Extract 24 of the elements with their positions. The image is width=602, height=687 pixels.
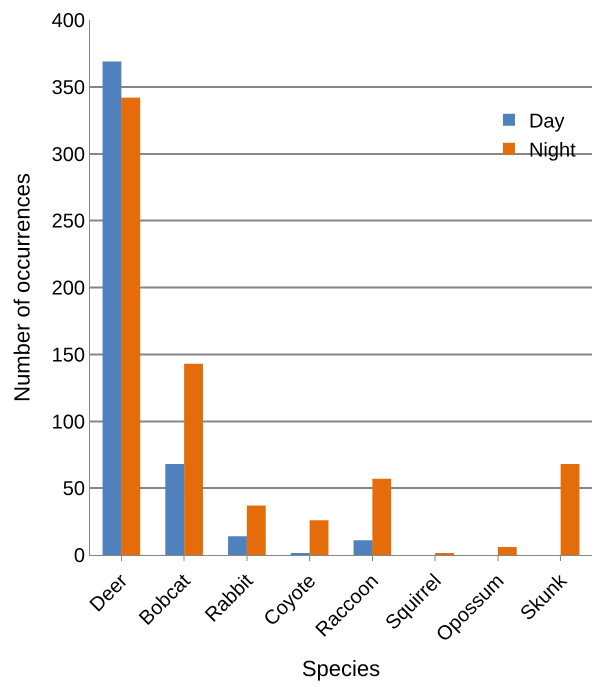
legend-label: Night [528,140,576,162]
y-tick-label: 250 [52,210,85,233]
bar [372,478,392,555]
y-tick-label: 200 [52,278,85,300]
x-axis-title: Species [302,656,380,682]
bar [121,98,140,555]
bar [310,520,328,555]
y-tick-label: 150 [52,344,85,366]
bar [560,464,580,555]
y-tick-label: 50 [62,478,85,500]
y-tick-label: 100 [52,411,85,434]
bar [246,506,266,555]
bar [228,536,247,555]
bar [498,546,517,555]
bar [165,464,184,555]
y-tick-label: 350 [52,76,85,99]
bar [354,540,372,555]
bar [102,61,122,555]
y-tick-label: 400 [52,10,85,32]
bar [184,364,203,555]
y-tick-label: 0 [74,545,85,567]
y-tick-label: 300 [52,144,85,166]
legend-label: Day [528,110,565,133]
y-axis-title: Number of occurrences [9,173,34,402]
